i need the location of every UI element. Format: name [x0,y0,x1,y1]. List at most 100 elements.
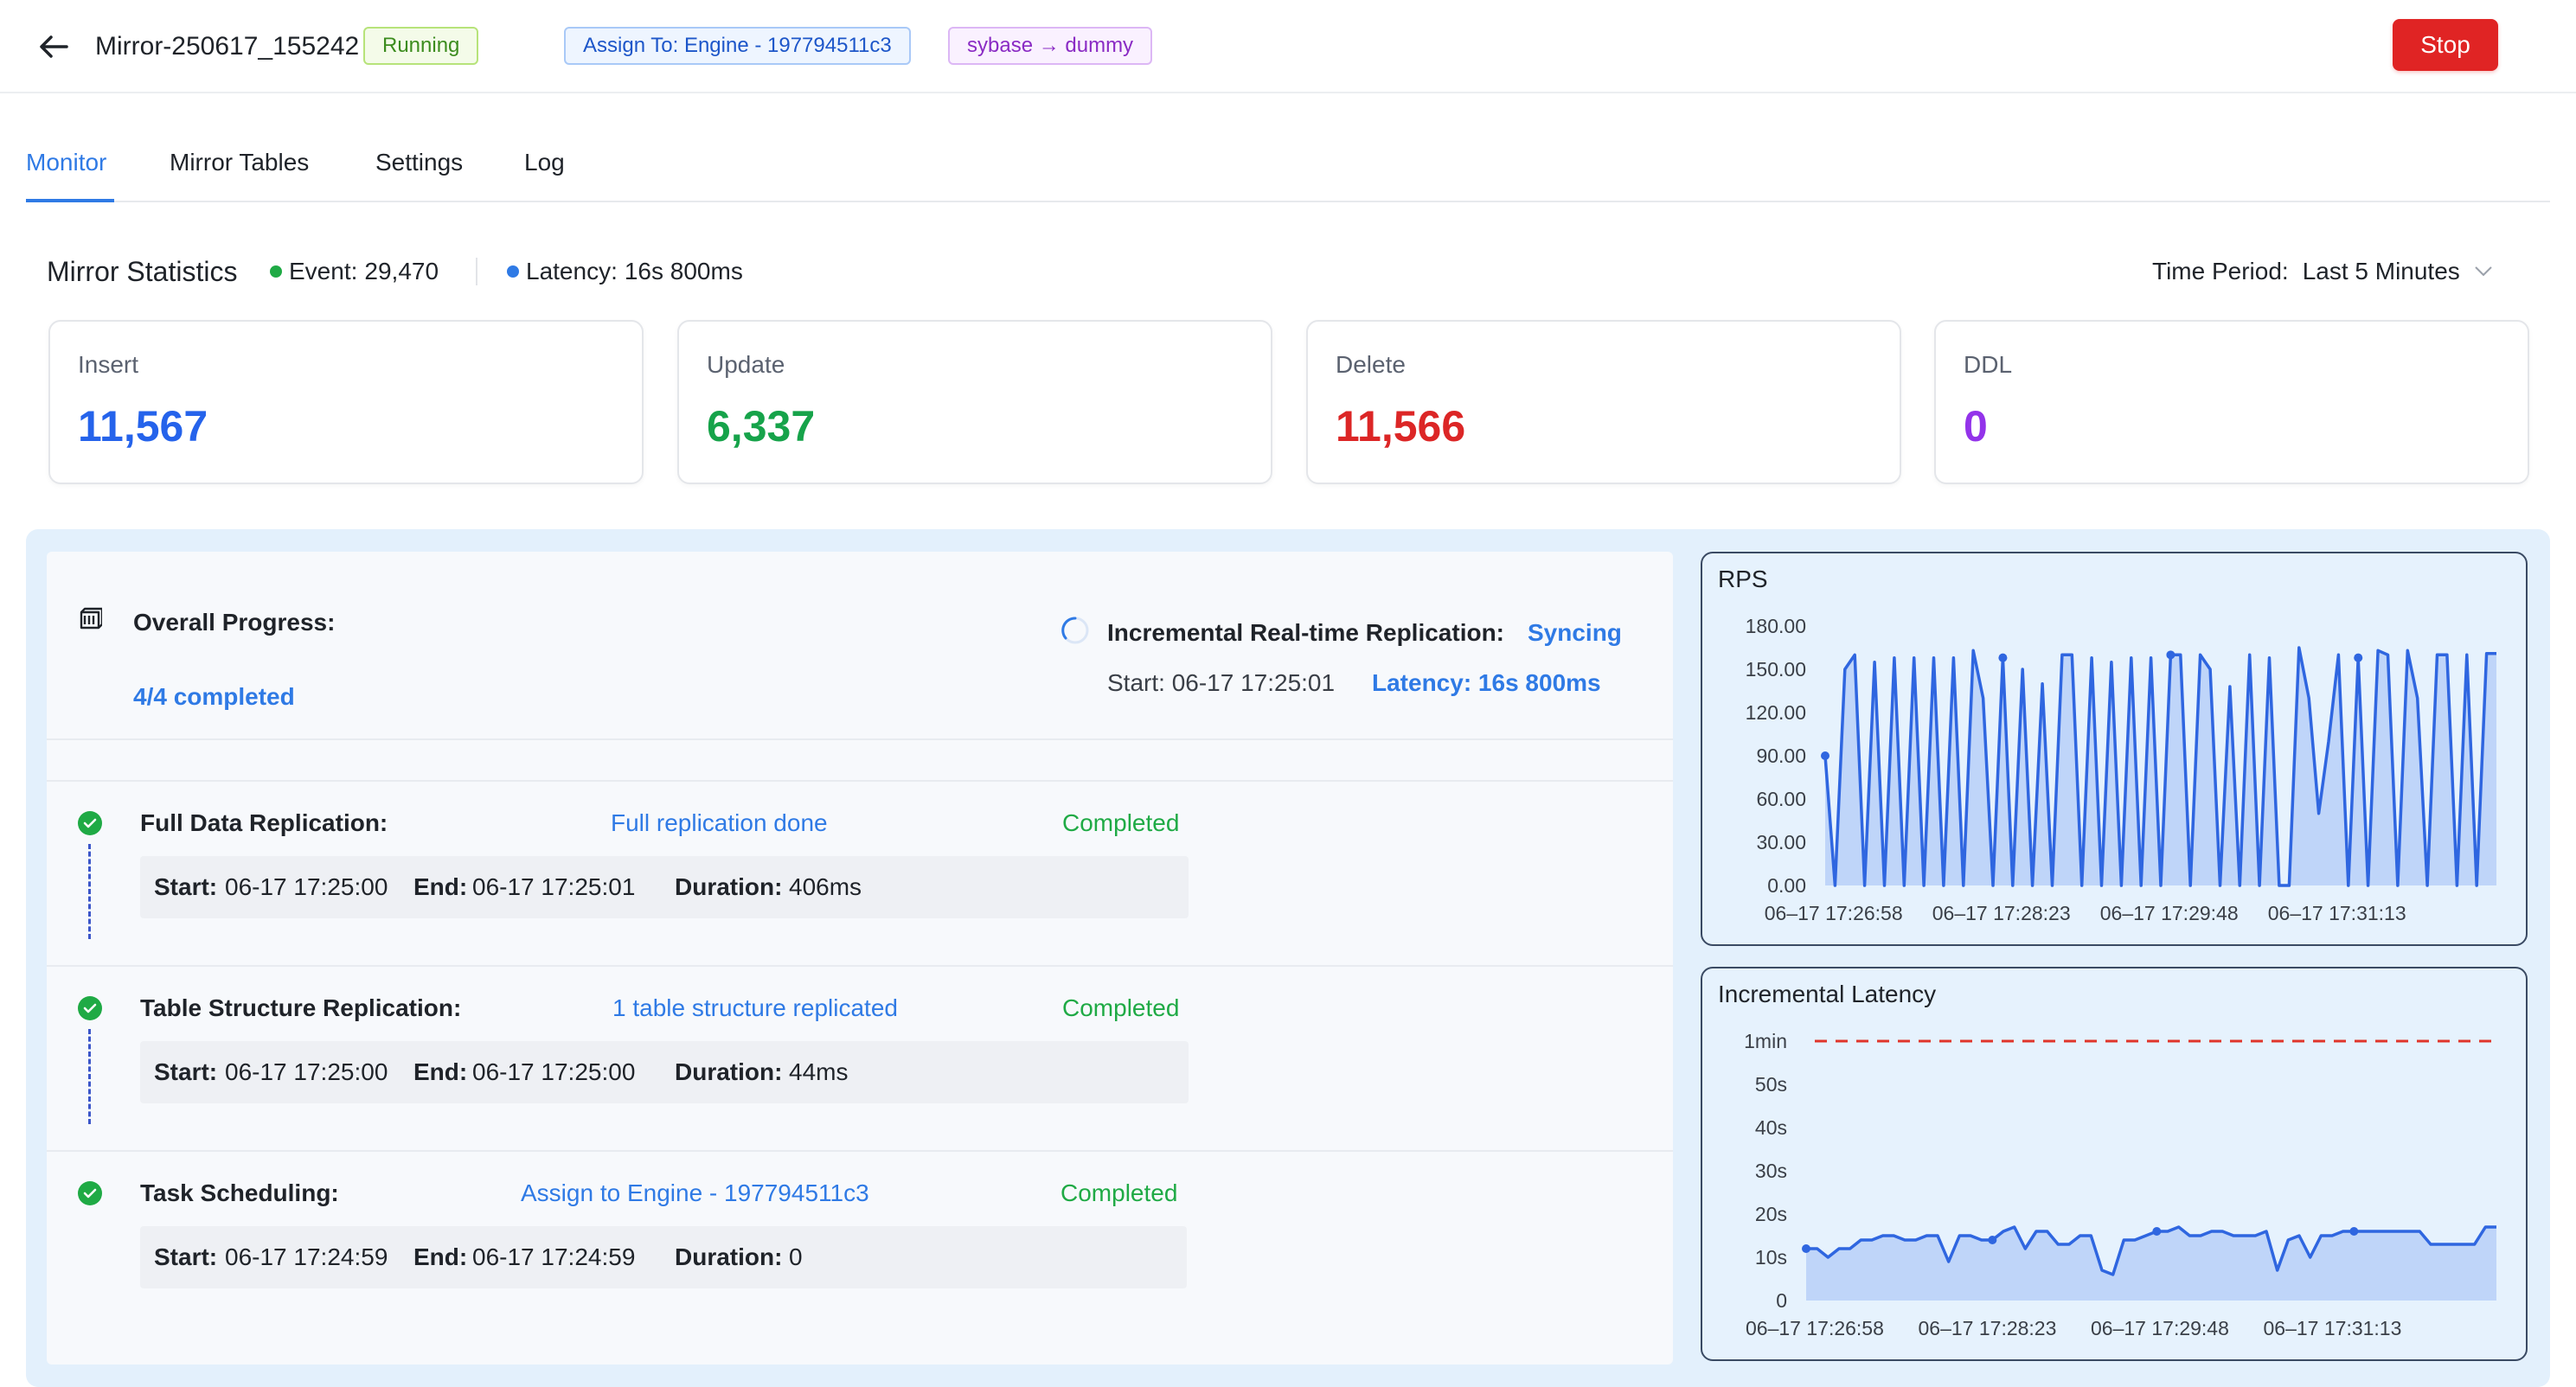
step-timing: Start: 06-17 17:25:00 End: 06-17 17:25:0… [140,1041,1189,1103]
step-status: Completed [1061,1179,1178,1206]
engine-assign-badge: Assign To: Engine - 197794511c3 [564,27,911,65]
series-area [1825,648,2496,885]
update-card: Update 6,337 [677,320,1272,484]
latency-value: 16s 800ms [624,258,743,284]
x-tick-label: 06–17 17:26:58 [1765,902,1903,924]
start-label: Start: [154,1243,218,1270]
event-count: Event: 29,470 [270,256,439,287]
series-line [1823,646,2496,887]
mirror-statistics-title: Mirror Statistics [47,256,238,287]
duration-value: 44ms [789,1058,849,1085]
y-tick-label: 60.00 [1756,788,1806,810]
insert-label: Insert [78,351,139,378]
y-tick-label: 20s [1755,1203,1787,1225]
x-tick-label: 06–17 17:31:13 [2264,1317,2402,1339]
check-circle-icon [78,1181,102,1205]
check-circle-icon [78,811,102,835]
latency-chart-svg: 0 10s 20s 30s 40s 50s 1min 06–17 17:26:58 06–17 … [1744,1030,2496,1339]
chevron-down-icon [2475,266,2492,277]
data-point [2152,1227,2162,1236]
rps-chart-title: RPS [1718,566,1768,592]
step-connector [88,1029,91,1124]
end-label: End: [413,873,468,900]
end-value: 06-17 17:25:01 [472,873,636,900]
data-point [2354,653,2363,662]
time-period-label: Time Period: [2152,258,2289,284]
data-point [1802,1244,1810,1253]
step-name: Full Data Replication: [140,809,388,836]
step-status: Completed [1062,809,1180,836]
latency-summary: Latency: 16s 800ms [507,256,743,287]
step-status: Completed [1062,994,1180,1021]
tab-settings[interactable]: Settings [375,149,464,176]
time-period-select[interactable]: Time Period: Last 5 Minutes [2152,256,2493,287]
duration-label: Duration: [675,873,783,900]
start-value: 06-17 17:25:00 [225,873,388,900]
back-arrow-icon[interactable] [33,26,74,67]
stop-button[interactable]: Stop [2393,19,2498,71]
x-tick-label: 06–17 17:29:48 [2091,1317,2229,1339]
tab-mirror-tables[interactable]: Mirror Tables [170,149,310,176]
delete-value: 11,566 [1336,402,1466,451]
overall-progress-label: Overall Progress: [133,609,336,636]
x-tick-label: 06–17 17:28:23 [1932,902,2071,924]
start-value: 06-17 17:25:00 [225,1058,388,1085]
tab-monitor[interactable]: Monitor [26,149,107,176]
active-tab-indicator [26,199,114,202]
start-value: 06-17 17:24:59 [225,1243,388,1270]
rps-chart-svg: 0.00 30.00 60.00 90.00 120.00 150.00 180.00 06–… [1746,615,2496,924]
incremental-latency: Latency: 16s 800ms [1372,669,1601,696]
stats-divider [476,258,477,285]
step-timing: Start: 06-17 17:24:59 End: 06-17 17:24:5… [140,1226,1187,1288]
x-tick-label: 06–17 17:29:48 [2100,902,2239,924]
mirror-title: Mirror-250617_155242 [95,32,360,61]
y-tick-label: 0 [1776,1289,1787,1312]
end-value: 06-17 17:24:59 [472,1243,636,1270]
divider [47,738,1673,740]
duration-value: 406ms [789,873,862,900]
overall-progress-icon [78,607,104,637]
overall-progress-value: 4/4 completed [133,683,295,710]
incremental-start: Start: 06-17 17:25:01 [1107,669,1336,696]
start-label: Start: [154,1058,218,1085]
latency-chart: Incremental Latency 0 10s 20s 30s 40s 50s 1min… [1701,967,2528,1361]
duration-label: Duration: [675,1243,783,1270]
incremental-label: Incremental Real-time Replication: [1107,619,1505,646]
tab-bar: Monitor Mirror Tables Settings Log [26,130,2550,202]
y-tick-label: 120.00 [1746,701,1806,724]
y-tick-label: 40s [1755,1116,1787,1139]
x-tick-label: 06–17 17:28:23 [1919,1317,2057,1339]
top-header: Mirror-250617_155242 Running Assign To: … [0,0,2576,93]
insert-value: 11,567 [78,402,208,451]
y-tick-label: 10s [1755,1246,1787,1269]
y-tick-label: 90.00 [1756,745,1806,767]
step-name: Table Structure Replication: [140,994,462,1021]
check-circle-icon [78,996,102,1020]
end-label: End: [413,1058,468,1085]
rps-chart: RPS 0.00 30.00 60.00 90.00 120.00 150.00 180.0… [1701,552,2528,946]
y-tick-label: 30s [1755,1160,1787,1182]
data-point [2166,650,2176,660]
ddl-label: DDL [1964,351,2013,378]
ddl-card: DDL 0 [1934,320,2529,484]
step-connector [88,844,91,939]
y-tick-label: 50s [1755,1073,1787,1096]
update-value: 6,337 [707,402,816,451]
start-label: Start: [154,873,218,900]
step-detail: 1 table structure replicated [612,994,898,1021]
step-name: Task Scheduling: [140,1179,339,1206]
step-detail: Assign to Engine - 197794511c3 [521,1179,869,1206]
latency-chart-title: Incremental Latency [1718,981,1937,1007]
event-value: 29,470 [364,258,439,284]
data-point [1998,653,2008,662]
duration-value: 0 [789,1243,803,1270]
tab-log[interactable]: Log [524,149,565,176]
step-detail: Full replication done [611,809,828,836]
y-tick-label: 30.00 [1756,831,1806,853]
series-area [1806,1227,2496,1301]
data-point [1821,751,1829,760]
latency-label: Latency: [526,258,618,284]
latency-dot-icon [507,265,519,278]
end-label: End: [413,1243,468,1270]
insert-card: Insert 11,567 [48,320,644,484]
